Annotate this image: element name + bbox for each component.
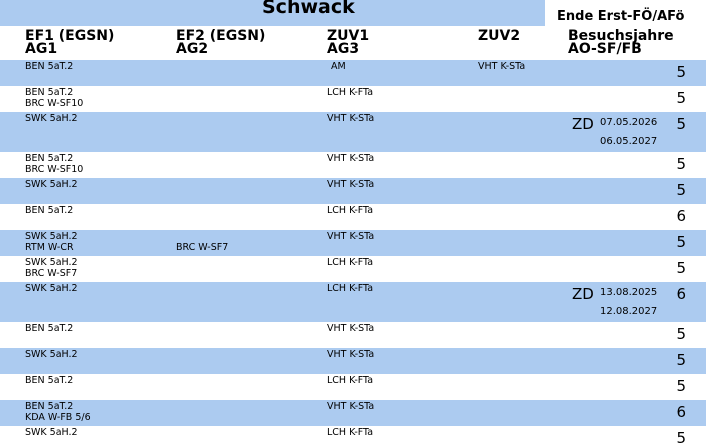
count: 5 — [676, 233, 686, 251]
column-header: AG1 — [25, 41, 58, 57]
cell-text: SWK 5aH.2 — [25, 231, 78, 242]
column-header: Besuchsjahre — [568, 28, 674, 44]
title-band — [0, 0, 545, 26]
row-band — [0, 348, 706, 374]
date: 07.05.2026 — [600, 117, 658, 128]
count: 5 — [676, 429, 686, 447]
cell-text: SWK 5aH.2 — [25, 179, 78, 190]
cell-text: BEN 5aT.2 — [25, 61, 74, 72]
cell-text: VHT K-STa — [327, 231, 375, 242]
row-band — [0, 230, 706, 256]
cell-text: BEN 5aT.2 — [25, 205, 74, 216]
cell-text: LCH K-FTa — [327, 87, 374, 98]
cell-text: VHT K-STa — [327, 323, 375, 334]
row-band — [0, 60, 706, 86]
cell-text: SWK 5aH.2 — [25, 257, 78, 268]
cell-text: KDA W-FB 5/6 — [25, 412, 91, 423]
cell-text: BEN 5aT.2 — [25, 153, 74, 164]
cell-text: SWK 5aH.2 — [25, 113, 78, 124]
count: 5 — [676, 115, 686, 133]
cell-text: BRC W-SF7 — [25, 268, 78, 279]
column-header: AG3 — [327, 41, 360, 57]
column-header: ZUV1 — [327, 28, 370, 44]
row-band — [0, 112, 706, 152]
cell-text: VHT K-STa — [327, 401, 375, 412]
cell-text: VHT K-STa — [327, 113, 375, 124]
cell-text: LCH K-FTa — [327, 283, 374, 294]
cell-text: SWK 5aH.2 — [25, 427, 78, 438]
column-header: AO-SF/FB — [568, 41, 642, 57]
column-header: EF1 (EGSN) — [25, 28, 115, 44]
cell-text: BEN 5aT.2 — [25, 375, 74, 386]
row-band — [0, 282, 706, 322]
cell-text: VHT K-STa — [327, 349, 375, 360]
cell-text: RTM W-CR — [25, 242, 74, 253]
date: 12.08.2027 — [600, 306, 658, 317]
cell-text: BEN 5aT.2 — [25, 87, 74, 98]
count: 6 — [676, 207, 686, 225]
count: 6 — [676, 403, 686, 421]
count: 5 — [676, 351, 686, 369]
cell-text: BRC W-SF10 — [25, 164, 84, 175]
count: 5 — [676, 63, 686, 81]
cell-text: BEN 5aT.2 — [25, 401, 74, 412]
cell-text: LCH K-FTa — [327, 375, 374, 386]
cell-text: BEN 5aT.2 — [25, 323, 74, 334]
row-band — [0, 400, 706, 426]
cell-text: VHT K-STa — [327, 179, 375, 190]
cell-text: VHT K-STa — [478, 61, 526, 72]
cell-text: LCH K-FTa — [327, 427, 374, 438]
cell-text: BRC W-SF10 — [25, 98, 84, 109]
date: 13.08.2025 — [600, 287, 658, 298]
column-header: ZUV2 — [478, 28, 521, 44]
row-band — [0, 178, 706, 204]
count: 5 — [676, 325, 686, 343]
count: 5 — [676, 259, 686, 277]
count: 5 — [676, 181, 686, 199]
cell-text: BRC W-SF7 — [176, 242, 229, 253]
title: Schwack — [262, 0, 355, 18]
count: 5 — [676, 89, 686, 107]
column-header: AG2 — [176, 41, 209, 57]
count: 5 — [676, 377, 686, 395]
date: 06.05.2027 — [600, 136, 658, 147]
cell-text: AM — [331, 61, 346, 72]
count: 5 — [676, 155, 686, 173]
count: 6 — [676, 285, 686, 303]
zd-label: ZD — [572, 285, 594, 303]
column-header: EF2 (EGSN) — [176, 28, 266, 44]
cell-text: VHT K-STa — [327, 153, 375, 164]
cell-text: SWK 5aH.2 — [25, 283, 78, 294]
cell-text: LCH K-FTa — [327, 205, 374, 216]
zd-label: ZD — [572, 115, 594, 133]
cell-text: LCH K-FTa — [327, 257, 374, 268]
end-label: Ende Erst-FÖ/AFö — [557, 9, 685, 24]
cell-text: SWK 5aH.2 — [25, 349, 78, 360]
